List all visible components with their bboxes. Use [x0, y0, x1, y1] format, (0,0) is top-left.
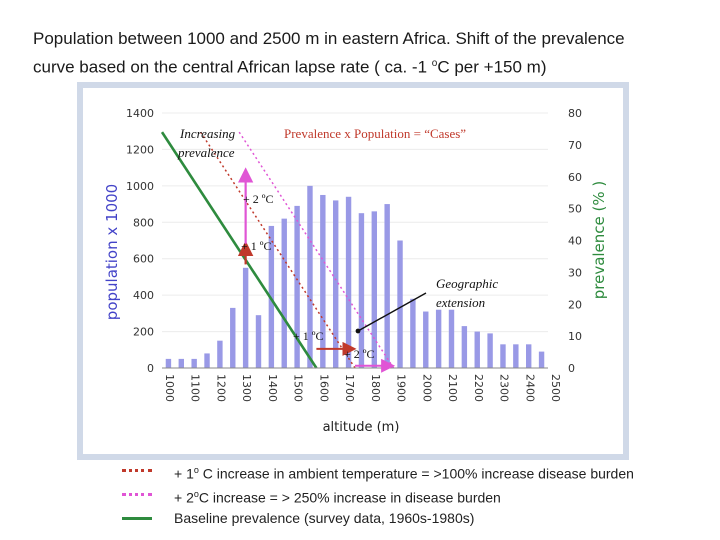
- legend-swatch: [122, 493, 152, 496]
- population-bar: [448, 309, 455, 368]
- population-bar: [538, 351, 545, 368]
- y-right-axis-label: prevalence (% ): [590, 181, 608, 300]
- x-tick-label: 1300: [240, 374, 253, 402]
- legend-label-end: C increase in ambient temperature = >100…: [198, 465, 634, 482]
- population-bar: [178, 358, 185, 368]
- y-left-tick-label: 600: [133, 253, 154, 266]
- annotation-prevalence: prevalence: [177, 145, 235, 160]
- y-left-axis-label: population x 1000: [103, 184, 121, 320]
- y-left-tick-label: 0: [147, 362, 154, 375]
- title-line-2: curve based on the central African lapse…: [33, 51, 693, 80]
- population-bar: [487, 333, 493, 368]
- title-line-2-start: curve based on the central African lapse…: [33, 57, 432, 77]
- population-bar: [410, 298, 416, 368]
- geographic-extension-pointer: [357, 292, 427, 332]
- y-left-tick-label: 1000: [126, 180, 154, 193]
- population-bar: [371, 211, 378, 368]
- legend-label: + 1o C increase in ambient temperature =…: [174, 460, 634, 484]
- population-bar: [281, 218, 287, 368]
- population-bar: [461, 326, 468, 368]
- y-left-tick-label: 800: [133, 216, 154, 229]
- legend-label: + 2oC increase = > 250% increase in dise…: [174, 484, 501, 508]
- x-tick-label: 1700: [343, 374, 356, 402]
- x-tick-label: 1200: [214, 374, 227, 402]
- legend-swatch: [122, 469, 152, 472]
- population-bar: [217, 340, 223, 368]
- y-right-tick-label: 10: [568, 330, 582, 343]
- legend-label: Baseline prevalence (survey data, 1960s-…: [174, 508, 474, 528]
- y-right-tick-label: 0: [568, 362, 575, 375]
- population-bar: [230, 307, 236, 368]
- population-bar: [242, 267, 249, 368]
- y-right-tick-label: 60: [568, 171, 582, 184]
- y-right-tick-label: 40: [568, 235, 582, 248]
- annotation-plus-2c-lower: + 2 ºC: [344, 347, 375, 361]
- slide-title: Population between 1000 and 2500 m in ea…: [33, 26, 693, 80]
- population-bar: [204, 353, 210, 368]
- population-bar: [423, 311, 429, 368]
- annotation-extension: extension: [436, 295, 485, 310]
- shift-1c-prevalence-line: [199, 131, 356, 369]
- population-bar: [358, 213, 365, 368]
- population-bar: [165, 358, 172, 368]
- x-tick-label: 2400: [523, 374, 536, 402]
- population-bar: [513, 344, 519, 368]
- x-tick-label: 2500: [549, 374, 562, 402]
- population-bar: [525, 344, 532, 368]
- population-bar: [320, 194, 326, 368]
- legend-label-end: C increase = > 250% increase in disease …: [198, 489, 501, 506]
- y-right-tick-label: 20: [568, 298, 582, 311]
- x-tick-label: 2200: [472, 374, 485, 402]
- population-bar: [345, 196, 352, 368]
- population-bar: [191, 358, 197, 368]
- y-right-tick-label: 50: [568, 203, 582, 216]
- legend-label-start: + 2: [174, 489, 194, 506]
- pointer-dot: [355, 328, 361, 334]
- population-bar: [397, 240, 403, 368]
- population-bar: [435, 309, 442, 368]
- legend-label-start: + 1: [174, 465, 194, 482]
- x-tick-label: 1900: [395, 374, 408, 402]
- population-bar: [474, 331, 480, 368]
- shift-2c-prevalence-line: [238, 131, 395, 369]
- y-right-tick-label: 70: [568, 139, 582, 152]
- x-tick-label: 2100: [446, 374, 459, 402]
- x-tick-label: 1500: [292, 374, 305, 402]
- population-bar: [384, 204, 390, 368]
- annotation-cases: Prevalence x Population = “Cases”: [284, 126, 466, 141]
- annotation-plus-2c-upper: + 2 ºC: [243, 192, 274, 206]
- x-tick-label: 1000: [163, 374, 176, 402]
- population-bar: [294, 205, 300, 368]
- y-right-tick-label: 80: [568, 107, 582, 120]
- x-tick-label: 1400: [266, 374, 279, 402]
- population-bar: [255, 315, 262, 368]
- population-bar: [500, 344, 506, 368]
- annotation-geographic: Geographic: [436, 276, 498, 291]
- population-bar: [332, 200, 339, 368]
- x-tick-label: 2300: [498, 374, 511, 402]
- x-axis-label: altitude (m): [323, 420, 400, 435]
- legend-degree-sup: o: [193, 489, 199, 499]
- y-left-tick-label: 1400: [126, 107, 154, 120]
- annotation-increasing: Increasing: [179, 126, 236, 141]
- legend-label-start: Baseline prevalence (survey data, 1960s-…: [174, 510, 475, 526]
- x-tick-label: 1800: [369, 374, 382, 402]
- population-bar: [307, 185, 313, 368]
- annotation-plus-1c-upper: + 1 ºC: [241, 239, 272, 253]
- x-tick-label: 1100: [189, 374, 202, 402]
- legend-degree-sup: o: [193, 465, 199, 475]
- title-line-1: Population between 1000 and 2500 m in ea…: [33, 29, 625, 48]
- y-left-tick-label: 1200: [126, 143, 154, 156]
- y-right-tick-label: 30: [568, 266, 582, 279]
- y-left-tick-label: 400: [133, 289, 154, 302]
- annotation-plus-1c-lower: + 1 ºC: [293, 329, 324, 343]
- population-prevalence-chart: 0 200 400 600 800 1000 1200 1400 0 10 20 30 40 50 60 70…: [77, 82, 629, 460]
- legend-swatch: [122, 517, 152, 520]
- x-tick-label: 2000: [420, 374, 433, 402]
- degree-sup: o: [431, 58, 438, 69]
- x-tick-label: 1600: [317, 374, 330, 402]
- y-left-tick-label: 200: [133, 326, 154, 339]
- title-line-2-end: C per +150 m): [437, 57, 547, 77]
